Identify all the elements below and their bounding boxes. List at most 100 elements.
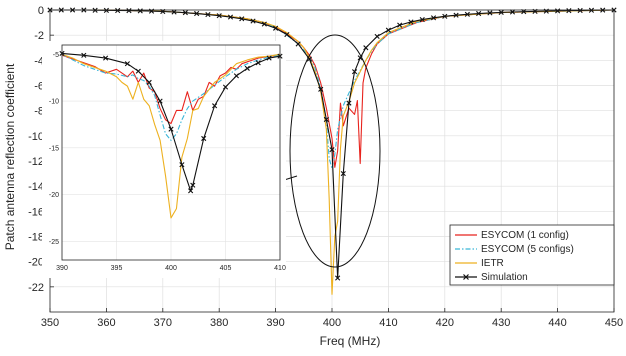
series-simulation-marker [115,7,121,14]
series-simulation-marker [577,7,583,14]
series-simulation-marker [318,86,324,92]
inset-axis-ticks: 390 395 400 405 410 -5 -10 -15 -20 -25 [49,52,286,272]
inset-x-tick-label: 390 [56,265,68,272]
y-axis-label: Patch antenna reflection coefficient [3,63,17,250]
inset-x-tick-label: 410 [274,265,286,272]
inset-y-tick-label: -25 [49,239,59,246]
inset-y-tick-label: -5 [53,52,59,59]
series-simulation-marker [555,8,561,14]
x-tick-label: 390 [266,317,284,329]
series-simulation-marker [464,11,470,17]
x-tick-label: 380 [210,317,228,329]
series-simulation-marker [566,8,572,14]
inset-series-simulation-marker [168,126,174,132]
series-simulation-marker [182,10,188,16]
series-simulation-marker [126,8,132,14]
series-simulation-marker [171,9,177,15]
x-tick-label: 370 [154,317,172,329]
inset-chart: 390 395 400 405 410 -5 -10 -15 -20 -25 [42,41,286,278]
series-simulation-marker [273,25,279,31]
y-tick-label: -22 [28,282,44,294]
series-simulation-marker [385,27,391,33]
legend-marker-simulation [463,274,469,280]
series-simulation-marker [453,12,459,18]
inset-series-simulation-marker [81,52,87,58]
series-simulation-marker [346,100,352,106]
main-axis-ticks: 350 360 370 380 390 400 410 420 430 440 450 0 -2 -4 -6… [28,5,623,329]
inset-series [59,50,283,219]
inset-series-simulation-marker [222,84,229,90]
inset-series-simulation-marker [255,60,261,66]
series-simulation-marker [194,10,200,17]
series-simulation-marker [227,14,234,20]
inset-x-tick-label: 395 [111,265,123,272]
series-simulation-marker [250,18,256,24]
inset-series-simulation-marker [244,65,250,71]
x-tick-label: 420 [436,317,454,329]
y-tick-label: -8 [34,106,44,118]
legend: ESYCOM (1 config) ESYCOM (5 configs) IET… [449,224,615,286]
y-tick-label: -20 [28,257,44,269]
x-tick-label: 430 [492,317,510,329]
inset-series-simulation-marker [103,55,109,61]
inset-series-ietr-line [61,53,281,219]
series-simulation-marker [261,21,267,27]
legend-label-ietr: IETR [481,258,504,269]
x-axis-label: Freq (MHz) [320,334,381,348]
inset-series-simulation-marker [201,135,207,142]
inset-series-simulation-marker [233,73,239,79]
inset-series-simulation-marker [190,182,196,188]
inset-x-tick-label: 405 [220,265,232,272]
y-tick-label: -10 [28,131,44,143]
series-simulation-marker [216,13,222,19]
x-tick-label: 440 [548,317,566,329]
inset-series-simulation-marker [157,98,163,104]
inset-series-simulation-marker [135,68,141,74]
series-simulation-marker [476,10,482,17]
series-simulation-marker [408,19,414,25]
legend-label-simulation: Simulation [481,272,528,283]
y-tick-label: -14 [28,181,44,193]
series-simulation-marker [374,33,380,40]
inset-y-tick-label: -20 [49,192,59,199]
y-tick-label: -18 [28,232,44,244]
inset-series-simulation-marker [188,188,194,194]
legend-label-esycom-1: ESYCOM (1 config) [481,230,569,241]
series-simulation-marker [335,275,341,281]
series-simulation-marker [442,13,448,19]
series-simulation-marker [205,11,211,18]
y-tick-label: -2 [34,30,44,42]
zoom-ellipse [289,34,381,268]
x-tick-label: 350 [41,317,59,329]
x-tick-label: 400 [323,317,341,329]
series-simulation-marker [487,10,493,16]
x-tick-label: 410 [379,317,397,329]
inset-background [42,41,286,278]
inset-series-simulation-marker [212,103,218,109]
series-simulation-marker [498,9,504,15]
y-tick-label: 0 [38,5,44,17]
series-simulation-marker [137,8,143,14]
inset-y-tick-label: -15 [49,145,59,152]
series-simulation-marker [284,31,290,38]
series-simulation-marker [239,16,245,22]
y-tick-label: -12 [28,156,44,168]
inset-series-esycom-1-config-line [61,54,281,125]
series-simulation-marker [357,55,363,61]
series-simulation-marker [419,16,425,23]
inset-series-esycom-5-configs-line [61,53,281,141]
series-simulation-marker [351,69,358,75]
series-simulation-marker [509,9,516,15]
x-tick-label: 360 [97,317,115,329]
inset-series-simulation-marker [146,79,152,85]
inset-series-simulation-marker [179,162,185,168]
series-ietr-line [50,9,615,295]
inset-series-simulation-marker [266,55,272,61]
legend-box [449,224,615,286]
series-simulation-marker [295,41,301,47]
series-simulation-marker [397,22,403,28]
series-simulation-marker [430,15,437,21]
y-tick-label: -4 [34,55,44,67]
series-simulation-marker [340,170,346,177]
